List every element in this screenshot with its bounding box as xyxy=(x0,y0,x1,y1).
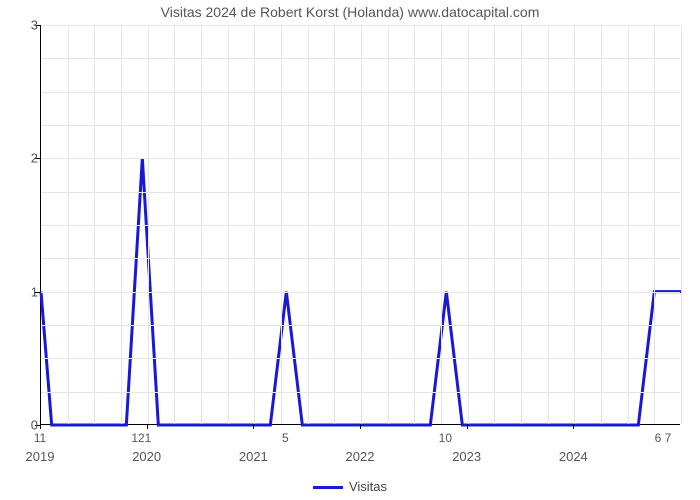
legend: Visitas xyxy=(0,479,700,494)
x-minor-label: 10 xyxy=(439,431,452,445)
x-tick xyxy=(360,424,361,429)
x-axis-label: 2021 xyxy=(239,449,268,464)
y-axis-label: 2 xyxy=(8,151,38,166)
x-axis-label: 2023 xyxy=(452,449,481,464)
legend-swatch xyxy=(313,486,343,489)
x-axis-label: 2020 xyxy=(132,449,161,464)
x-minor-label: 6 7 xyxy=(655,431,672,445)
x-tick xyxy=(40,424,41,429)
grid-line-horizontal xyxy=(41,92,680,93)
x-tick xyxy=(253,424,254,429)
legend-label: Visitas xyxy=(349,479,387,494)
grid-line-horizontal xyxy=(41,125,680,126)
grid-line-horizontal xyxy=(41,225,680,226)
x-axis-label: 2024 xyxy=(559,449,588,464)
x-axis-label: 2022 xyxy=(346,449,375,464)
x-minor-label: 121 xyxy=(131,431,151,445)
chart-title: Visitas 2024 de Robert Korst (Holanda) w… xyxy=(0,4,700,20)
x-axis-label: 2019 xyxy=(26,449,55,464)
chart-container: Visitas 2024 de Robert Korst (Holanda) w… xyxy=(0,0,700,500)
y-axis-label: 1 xyxy=(8,284,38,299)
grid-line-horizontal xyxy=(41,158,680,159)
grid-line-vertical xyxy=(681,25,682,424)
grid-line-horizontal xyxy=(41,25,680,26)
x-tick xyxy=(573,424,574,429)
x-tick xyxy=(147,424,148,429)
x-minor-label: 5 xyxy=(282,431,289,445)
grid-line-horizontal xyxy=(41,292,680,293)
grid-line-horizontal xyxy=(41,58,680,59)
x-tick xyxy=(467,424,468,429)
grid-line-horizontal xyxy=(41,325,680,326)
grid-line-horizontal xyxy=(41,258,680,259)
x-minor-label: 11 xyxy=(34,431,46,445)
grid-line-horizontal xyxy=(41,358,680,359)
grid-line-horizontal xyxy=(41,392,680,393)
grid-line-horizontal xyxy=(41,192,680,193)
y-axis-label: 3 xyxy=(8,18,38,33)
plot-area xyxy=(40,25,680,425)
